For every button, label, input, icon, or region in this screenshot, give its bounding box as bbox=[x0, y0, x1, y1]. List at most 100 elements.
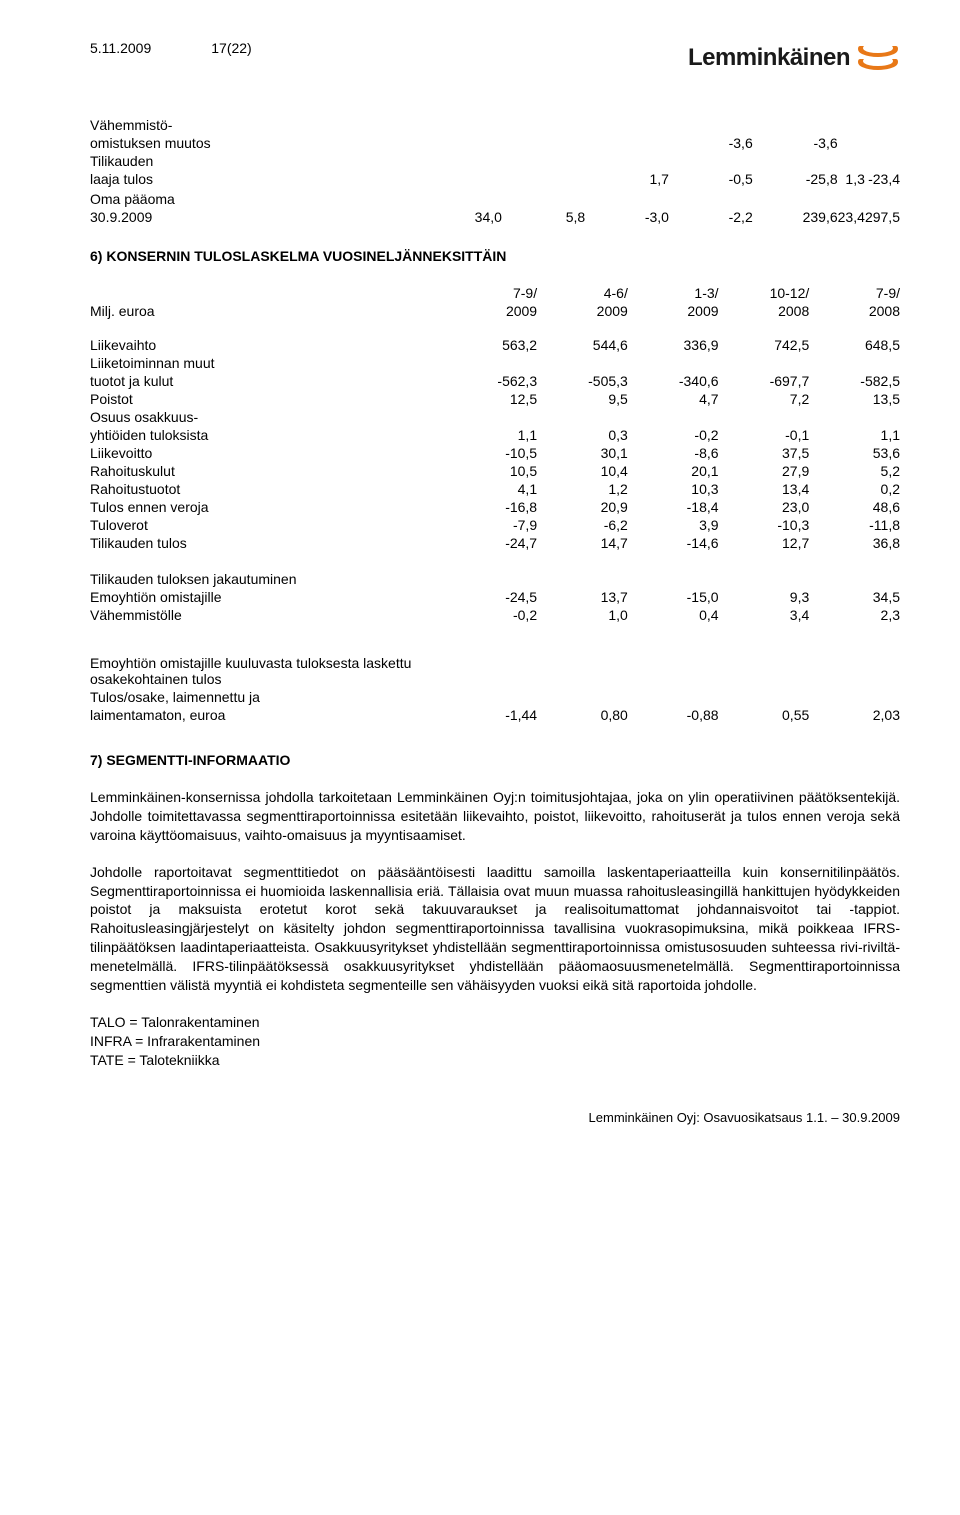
table-cell: -6,2 bbox=[537, 516, 628, 534]
table-cell bbox=[865, 116, 900, 134]
table-cell: 13,7 bbox=[537, 588, 628, 606]
table-cell: 544,6 bbox=[537, 336, 628, 354]
table-cell bbox=[838, 152, 865, 170]
table-cell bbox=[669, 190, 753, 208]
table-cell: 1,1 bbox=[446, 426, 537, 444]
table-cell bbox=[628, 570, 719, 588]
table-cell: 5,8 bbox=[502, 208, 585, 226]
table-cell: -3,6 bbox=[669, 134, 753, 152]
table-cell bbox=[719, 570, 810, 588]
table-cell bbox=[418, 134, 502, 152]
table-cell: 3,9 bbox=[628, 516, 719, 534]
table-cell bbox=[418, 116, 502, 134]
top-table: Vähemmistö-omistuksen muutos-3,6-3,6Tili… bbox=[90, 116, 900, 226]
section6-jakautuminen: Tilikauden tuloksen jakautuminenEmoyhtiö… bbox=[90, 570, 900, 624]
table-cell bbox=[809, 408, 900, 426]
table-cell: 9,3 bbox=[719, 588, 810, 606]
table-row-label: Osuus osakkuus- bbox=[90, 408, 446, 426]
table-cell: -7,9 bbox=[446, 516, 537, 534]
table-cell: 14,7 bbox=[537, 534, 628, 552]
table-cell: -2,2 bbox=[669, 208, 753, 226]
table-cell bbox=[628, 688, 719, 706]
table-cell: 648,5 bbox=[809, 336, 900, 354]
abbr-line: TATE = Talotekniikka bbox=[90, 1051, 900, 1070]
table-cell bbox=[585, 116, 669, 134]
col-header: 7-9/ bbox=[446, 284, 537, 302]
table-cell bbox=[865, 190, 900, 208]
table-cell: 27,9 bbox=[719, 462, 810, 480]
table-cell: 7,2 bbox=[719, 390, 810, 408]
table-cell: -11,8 bbox=[809, 516, 900, 534]
section6-table: Liikevaihto563,2544,6336,9742,5648,5Liik… bbox=[90, 336, 900, 552]
table-cell: -0,2 bbox=[628, 426, 719, 444]
col-header: 10-12/ bbox=[719, 284, 810, 302]
table-cell: 37,5 bbox=[719, 444, 810, 462]
table-cell bbox=[446, 654, 537, 688]
table-cell bbox=[585, 134, 669, 152]
abbr-line: TALO = Talonrakentaminen bbox=[90, 1013, 900, 1032]
table-cell bbox=[838, 134, 865, 152]
table-cell bbox=[537, 354, 628, 372]
table-row-label: Rahoituskulut bbox=[90, 462, 446, 480]
table-cell: 0,4 bbox=[628, 606, 719, 624]
table-cell bbox=[502, 134, 585, 152]
table-cell: 20,1 bbox=[628, 462, 719, 480]
table-cell: 34,0 bbox=[418, 208, 502, 226]
table-row-label: Tuloverot bbox=[90, 516, 446, 534]
table-cell bbox=[502, 190, 585, 208]
body-paragraph: Johdolle raportoitavat segmenttitiedot o… bbox=[90, 863, 900, 995]
table-cell: -24,7 bbox=[446, 534, 537, 552]
col-header: 7-9/ bbox=[809, 284, 900, 302]
table-cell: -697,7 bbox=[719, 372, 810, 390]
table-cell: 1,3 bbox=[838, 170, 865, 188]
header-page: 17(22) bbox=[211, 40, 251, 56]
table-cell bbox=[753, 190, 838, 208]
table-cell: 0,2 bbox=[809, 480, 900, 498]
table-cell: -3,6 bbox=[753, 134, 838, 152]
table-row-label: 30.9.2009 bbox=[90, 208, 418, 226]
table-cell bbox=[719, 354, 810, 372]
table-cell: 23,4 bbox=[838, 208, 865, 226]
logo-text: Lemminkäinen bbox=[688, 44, 850, 72]
table-cell bbox=[719, 408, 810, 426]
table-cell: 36,8 bbox=[809, 534, 900, 552]
table-cell: -18,4 bbox=[628, 498, 719, 516]
table-cell bbox=[809, 688, 900, 706]
table-cell: 4,1 bbox=[446, 480, 537, 498]
table-cell bbox=[537, 570, 628, 588]
table-cell: 1,2 bbox=[537, 480, 628, 498]
table-cell: 239,6 bbox=[753, 208, 838, 226]
table-cell: 297,5 bbox=[865, 208, 900, 226]
table-cell bbox=[446, 408, 537, 426]
table-cell: -16,8 bbox=[446, 498, 537, 516]
table-cell bbox=[753, 152, 838, 170]
table-cell: 9,5 bbox=[537, 390, 628, 408]
abbr-line: INFRA = Infrarakentaminen bbox=[90, 1032, 900, 1051]
section7-title: 7) SEGMENTTI-INFORMAATIO bbox=[90, 752, 900, 768]
table-cell: 10,3 bbox=[628, 480, 719, 498]
table-cell: -0,88 bbox=[628, 706, 719, 724]
table-cell bbox=[502, 152, 585, 170]
table-cell: 1,1 bbox=[809, 426, 900, 444]
table-cell bbox=[537, 688, 628, 706]
table-cell: -24,5 bbox=[446, 588, 537, 606]
table-cell bbox=[838, 190, 865, 208]
table-cell: 563,2 bbox=[446, 336, 537, 354]
col-header: 2009 bbox=[628, 302, 719, 320]
table-row-label: Tulos/osake, laimennettu ja bbox=[90, 688, 446, 706]
table-cell: 10,5 bbox=[446, 462, 537, 480]
table-cell bbox=[628, 354, 719, 372]
table-cell bbox=[502, 116, 585, 134]
table-row-label: Emoyhtiön omistajille kuuluvasta tulokse… bbox=[90, 654, 446, 688]
table-cell: 3,4 bbox=[719, 606, 810, 624]
table-cell: 10,4 bbox=[537, 462, 628, 480]
table-cell bbox=[585, 152, 669, 170]
table-cell: 0,80 bbox=[537, 706, 628, 724]
table-cell bbox=[418, 170, 502, 188]
table-cell: 13,5 bbox=[809, 390, 900, 408]
body-paragraph: Lemminkäinen-konsernissa johdolla tarkoi… bbox=[90, 788, 900, 845]
table-cell bbox=[446, 354, 537, 372]
table-cell: 30,1 bbox=[537, 444, 628, 462]
table-row-label: Liiketoiminnan muut bbox=[90, 354, 446, 372]
table-cell bbox=[809, 354, 900, 372]
